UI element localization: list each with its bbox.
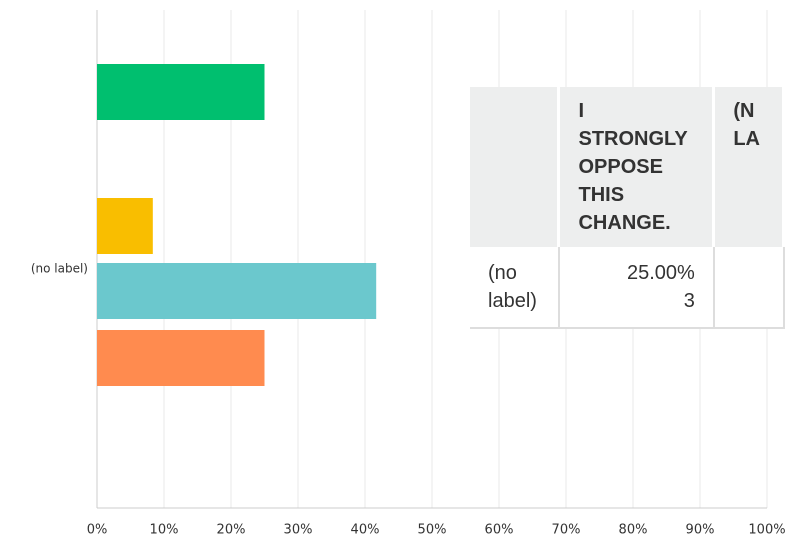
x-tick-label: 50% xyxy=(418,523,447,538)
count: 3 xyxy=(683,290,695,312)
y-tick-label: (no label) xyxy=(31,262,88,276)
bar xyxy=(97,198,153,254)
header-cell: I STRONGLY OPPOSE THIS CHANGE. xyxy=(558,87,716,247)
x-tick-label: 20% xyxy=(217,523,246,538)
bar xyxy=(97,330,265,386)
header-cell xyxy=(470,87,561,247)
x-tick-label: 40% xyxy=(351,523,380,538)
x-tick-label: 30% xyxy=(284,523,313,538)
x-tick-label: 90% xyxy=(686,523,715,538)
data-table: I STRONGLY OPPOSE THIS CHANGE. (N LA (no… xyxy=(470,87,785,329)
header-row: I STRONGLY OPPOSE THIS CHANGE. (N LA xyxy=(470,87,785,247)
x-tick-label: 100% xyxy=(748,523,785,538)
bar xyxy=(97,64,265,120)
x-tick-label: 60% xyxy=(485,523,514,538)
header-cell: (N LA xyxy=(713,87,785,247)
percent: 25.00% xyxy=(627,262,695,284)
row-label: (no label) xyxy=(470,247,560,329)
x-tick-label: 10% xyxy=(150,523,179,538)
x-tick-label: 80% xyxy=(619,523,648,538)
data-row: (no label) 25.00% 3 xyxy=(470,247,785,329)
cell xyxy=(713,247,785,329)
cell: 25.00% 3 xyxy=(558,247,715,329)
bar xyxy=(97,263,377,319)
x-tick-label: 70% xyxy=(552,523,581,538)
x-tick-label: 0% xyxy=(87,523,108,538)
